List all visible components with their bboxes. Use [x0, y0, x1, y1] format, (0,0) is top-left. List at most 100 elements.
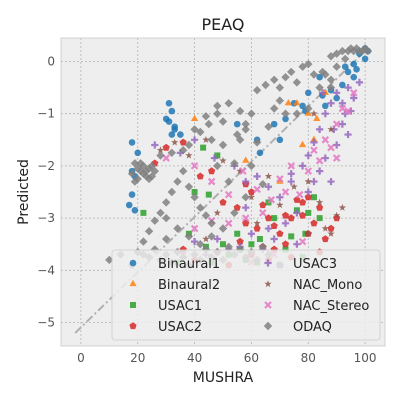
data-point	[162, 154, 170, 162]
data-point	[327, 177, 335, 186]
data-point	[326, 83, 336, 92]
data-point	[134, 149, 142, 157]
data-point	[326, 52, 336, 61]
data-point	[338, 120, 346, 128]
data-point	[224, 99, 233, 108]
data-point	[315, 156, 324, 165]
data-point	[213, 101, 222, 111]
data-point	[271, 215, 278, 222]
data-point	[241, 119, 250, 129]
data-point	[165, 118, 173, 125]
data-point	[295, 190, 304, 199]
data-point	[259, 201, 267, 209]
data-point	[207, 219, 216, 228]
data-point	[275, 83, 284, 92]
data-point	[310, 138, 318, 147]
data-point	[322, 102, 329, 110]
legend-label: USAC3	[293, 257, 337, 272]
data-point	[208, 167, 216, 175]
data-point	[304, 104, 313, 113]
data-point	[316, 125, 324, 133]
data-point	[224, 177, 233, 186]
data-point	[140, 209, 147, 216]
data-point	[264, 122, 273, 131]
data-point	[130, 177, 140, 186]
data-point	[284, 99, 292, 106]
data-point	[276, 175, 284, 183]
x-tick-label: 100	[354, 351, 377, 365]
data-point	[298, 237, 307, 246]
data-point	[191, 189, 198, 195]
data-point	[361, 55, 369, 63]
data-point	[293, 209, 301, 217]
legend-marker	[264, 259, 272, 267]
data-point	[304, 89, 312, 97]
data-point	[256, 149, 264, 157]
data-point	[299, 102, 306, 110]
data-point	[131, 206, 139, 214]
data-point	[292, 109, 302, 118]
data-point	[252, 86, 262, 95]
x-tick-label: 60	[244, 351, 259, 365]
data-point	[304, 188, 312, 196]
data-point	[179, 146, 188, 155]
data-point	[327, 125, 335, 133]
x-axis-label: MUSHRA	[193, 370, 254, 386]
data-point	[258, 180, 267, 189]
data-point	[316, 203, 324, 211]
data-point	[321, 110, 329, 118]
data-point	[318, 89, 327, 97]
x-tick-labels: 0 20 40 60 80 100	[77, 351, 376, 365]
data-point	[281, 188, 290, 196]
data-point	[224, 190, 233, 199]
data-point	[247, 188, 255, 196]
data-point	[171, 126, 178, 133]
chart-title: PEAQ	[201, 15, 244, 34]
data-point	[162, 198, 171, 207]
data-point	[341, 54, 350, 64]
data-point	[136, 159, 145, 168]
data-point	[276, 201, 284, 209]
data-point	[241, 125, 250, 134]
data-point	[287, 67, 296, 77]
data-point	[196, 203, 205, 212]
data-point	[288, 233, 295, 240]
data-point	[287, 170, 295, 178]
legend-label: NAC_Stereo	[293, 299, 369, 314]
data-point	[253, 219, 261, 227]
y-tick-label: −4	[37, 263, 55, 277]
legend-marker	[129, 279, 137, 287]
data-point	[313, 114, 321, 121]
data-point	[190, 125, 199, 134]
data-point	[282, 246, 289, 253]
data-point	[264, 224, 273, 233]
data-point	[276, 230, 284, 237]
data-point	[355, 78, 364, 86]
data-point	[218, 117, 228, 126]
y-tick-labels: 0 −1 −2 −3 −4 −5	[37, 54, 55, 329]
data-point	[156, 146, 165, 154]
data-point	[293, 196, 301, 203]
data-point	[173, 224, 182, 233]
data-point	[127, 169, 137, 178]
data-point	[162, 213, 171, 223]
data-point	[298, 140, 307, 148]
data-point	[316, 215, 323, 222]
data-point	[315, 83, 324, 92]
data-point	[239, 167, 247, 175]
data-point	[139, 237, 148, 246]
y-tick-label: −1	[37, 107, 55, 121]
legend-marker	[264, 280, 272, 288]
data-point	[144, 227, 154, 236]
data-point	[321, 224, 329, 232]
data-point	[327, 99, 335, 107]
data-point	[241, 193, 250, 202]
data-point	[165, 99, 173, 107]
data-point	[253, 224, 261, 232]
data-point	[167, 148, 176, 157]
data-point	[282, 115, 289, 123]
data-point	[105, 255, 114, 265]
data-point	[259, 209, 267, 217]
data-point	[252, 138, 262, 147]
